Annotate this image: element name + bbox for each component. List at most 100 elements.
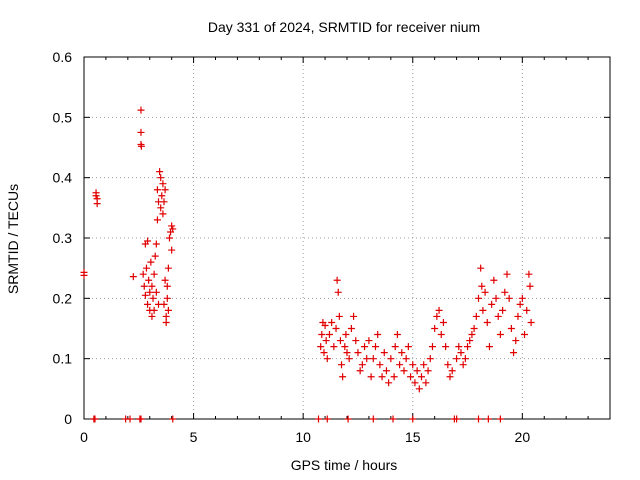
data-point bbox=[332, 325, 340, 332]
data-point bbox=[144, 300, 152, 308]
data-point bbox=[146, 288, 154, 296]
data-point bbox=[164, 264, 172, 272]
data-point bbox=[490, 276, 498, 284]
data-point bbox=[466, 337, 474, 345]
data-point bbox=[527, 318, 535, 326]
data-point bbox=[147, 258, 155, 266]
data-point bbox=[479, 306, 487, 314]
axis-ticks: 0 5 10 15 20 0 0.1 0.2 0.3 0.4 0.5 0.6 bbox=[53, 49, 611, 445]
data-point bbox=[93, 200, 101, 208]
data-point bbox=[169, 225, 177, 233]
x-tick-label: 0 bbox=[80, 429, 88, 445]
data-point bbox=[499, 306, 507, 314]
data-point bbox=[385, 379, 393, 387]
data-point bbox=[424, 367, 432, 375]
data-point bbox=[318, 331, 326, 339]
data-point bbox=[161, 186, 169, 194]
data-point bbox=[453, 355, 461, 363]
data-point bbox=[350, 312, 358, 320]
data-point bbox=[328, 318, 336, 326]
data-point bbox=[415, 385, 423, 393]
data-point bbox=[407, 373, 415, 381]
data-point bbox=[464, 343, 472, 351]
data-point bbox=[512, 337, 520, 345]
data-point bbox=[398, 349, 406, 357]
data-point bbox=[159, 210, 167, 218]
y-tick-label: 0.3 bbox=[53, 230, 73, 246]
data-point bbox=[80, 271, 88, 279]
data-point bbox=[341, 343, 349, 351]
data-point bbox=[411, 379, 419, 387]
data-point bbox=[129, 273, 137, 281]
data-point bbox=[157, 174, 165, 182]
data-point bbox=[418, 373, 426, 381]
data-point bbox=[387, 355, 395, 363]
data-point bbox=[363, 355, 371, 363]
data-point bbox=[140, 282, 148, 290]
data-point bbox=[152, 240, 160, 248]
data-point bbox=[163, 282, 171, 290]
data-point bbox=[150, 270, 158, 278]
data-point bbox=[169, 415, 177, 423]
data-point bbox=[338, 361, 346, 369]
data-point bbox=[475, 294, 482, 302]
data-point bbox=[510, 349, 518, 357]
data-point bbox=[315, 415, 323, 423]
plot-frame bbox=[83, 56, 611, 420]
x-tick-label: 10 bbox=[295, 429, 311, 445]
data-point bbox=[459, 361, 467, 369]
data-point bbox=[91, 415, 99, 423]
data-point bbox=[152, 288, 160, 296]
data-point bbox=[442, 343, 450, 351]
data-point bbox=[448, 367, 456, 375]
data-point bbox=[345, 355, 353, 363]
data-point bbox=[426, 355, 434, 363]
data-point bbox=[335, 312, 343, 320]
y-tick-label: 0.6 bbox=[53, 49, 73, 65]
data-point bbox=[333, 276, 341, 284]
data-point bbox=[342, 331, 350, 339]
data-point bbox=[322, 337, 330, 345]
plot-border bbox=[83, 56, 611, 420]
data-point bbox=[501, 288, 509, 296]
data-point bbox=[477, 264, 485, 272]
data-point bbox=[164, 306, 172, 314]
data-point bbox=[453, 415, 461, 423]
data-point bbox=[390, 373, 398, 381]
data-point bbox=[137, 142, 145, 150]
data-point bbox=[478, 282, 486, 290]
data-point bbox=[156, 168, 164, 176]
data-point bbox=[168, 246, 176, 254]
data-point bbox=[137, 128, 145, 136]
data-point bbox=[461, 355, 469, 363]
data-point bbox=[468, 331, 476, 339]
data-point bbox=[404, 343, 412, 351]
data-point bbox=[494, 312, 502, 320]
data-point bbox=[365, 337, 373, 345]
data-point bbox=[334, 288, 342, 296]
data-point bbox=[141, 291, 149, 299]
data-point bbox=[126, 415, 134, 423]
x-tick-label: 20 bbox=[515, 429, 531, 445]
data-point bbox=[457, 349, 465, 357]
data-point bbox=[330, 343, 338, 351]
data-point bbox=[144, 237, 152, 245]
chart-title: Day 331 of 2024, SRMTID for receiver niu… bbox=[208, 19, 480, 35]
y-tick-label: 0.4 bbox=[53, 170, 73, 186]
data-point bbox=[323, 355, 331, 363]
data-point bbox=[409, 361, 417, 369]
data-point bbox=[149, 294, 157, 302]
data-point bbox=[376, 361, 384, 369]
data-point bbox=[391, 343, 399, 351]
data-point bbox=[325, 331, 333, 339]
y-tick-label: 0.5 bbox=[53, 109, 73, 125]
data-point bbox=[371, 343, 379, 351]
y-tick-label: 0.1 bbox=[53, 351, 73, 367]
data-point bbox=[483, 318, 491, 326]
data-point bbox=[145, 276, 153, 284]
data-point bbox=[475, 415, 482, 423]
data-point bbox=[367, 373, 375, 381]
data-point bbox=[525, 270, 533, 278]
data-point bbox=[496, 415, 504, 423]
data-point bbox=[496, 331, 504, 339]
